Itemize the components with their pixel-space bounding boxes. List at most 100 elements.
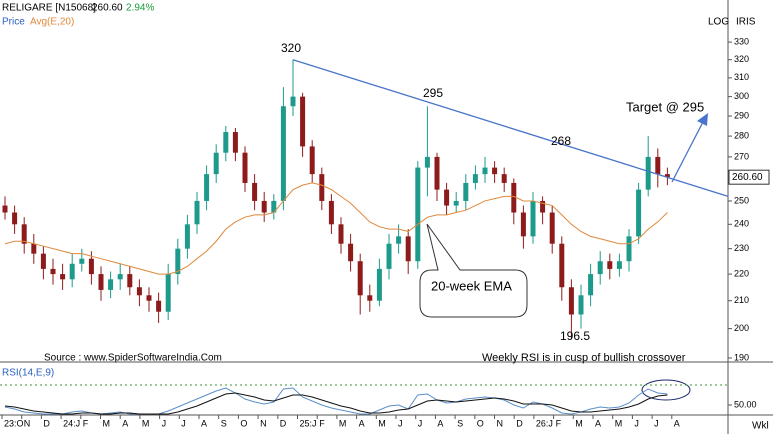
x-tick-label: D [43,418,50,428]
candle-body [194,200,200,225]
rsi-line [4,387,668,415]
x-tick-label: M [378,418,386,428]
y-tick-label: 210 [734,295,749,305]
candle-body [136,287,142,296]
y-tick-label: 320 [734,54,749,64]
candle-body [396,236,402,244]
candle-body [117,274,123,280]
candle-body [578,295,584,315]
candle-body [300,96,306,147]
x-tick-label: M [615,418,623,428]
candle-body [597,261,603,275]
y-tick-label: 200 [734,323,749,333]
y-tick-label: 240 [734,219,749,229]
last-price-label: 260.60 [732,172,763,183]
candle-body [655,156,661,175]
x-tick-label: M [339,418,347,428]
note: Weekly RSI is in cusp of bullish crossov… [482,352,686,364]
source-tag: IRIS [736,17,756,28]
x-tick-label: A [595,418,601,428]
candle-body [280,106,286,201]
candle-body [88,258,94,275]
avg-legend: Avg(E,20) [30,17,74,28]
candle-body [559,243,565,288]
candle-body [463,182,469,201]
y-tick-label: 290 [734,110,749,120]
candle-body [271,200,277,213]
change: 2.94% [126,3,154,14]
target-arrow [671,119,705,183]
candle-body [549,212,555,244]
x-tick-label: J [398,418,403,428]
x-tick-label: S [221,418,227,428]
x-tick-label: O [477,418,484,428]
x-tick-label: M [142,418,150,428]
x-tick-label: F [319,418,325,428]
candle-body [472,174,478,183]
x-tick-label: F [83,418,89,428]
candle-body [204,174,210,201]
candle-body [2,205,8,213]
candle-body [79,258,85,264]
candle-body [616,261,622,269]
candle-body [261,200,267,213]
candle-body [664,174,670,178]
candle-body [175,248,181,275]
candle-body [232,132,238,153]
rsi-highlight [641,379,691,401]
x-tick-label: D [280,418,287,428]
candle-body [242,152,248,183]
annotation: 20-week EMA [431,278,512,293]
y-tick-label: 190 [734,352,749,362]
x-tick-label: J [654,418,659,428]
source: Source : www.SpiderSoftwareIndia.Com [44,353,222,364]
candle-body [12,212,18,225]
candle-body [482,167,488,175]
rsi-line [4,392,668,415]
x-tick-label: N [260,418,267,428]
x-tick-label: A [674,418,680,428]
annotation: 295 [423,86,443,100]
candle-body [40,253,46,269]
y-tick-label: 330 [734,36,749,46]
candle-body [636,189,642,237]
x-tick-label: M [575,418,583,428]
candle-body [530,200,536,237]
x-tick-label: A [201,418,207,428]
x-tick-label: 26:J [536,418,553,428]
x-tick-label: 23:O [4,418,24,428]
candle-body [376,268,382,301]
candle-body [223,132,229,153]
price-legend: Price [2,17,25,28]
y-tick-label: 270 [734,151,749,161]
x-tick-label: O [240,418,247,428]
candle-body [290,96,296,107]
candle-body [309,146,315,175]
candle-body [386,243,392,269]
x-tick-label: A [437,418,443,428]
candle-body [348,243,354,262]
symbol: RELIGARE [N15068] [2,3,96,14]
candle-body [60,274,66,280]
x-tick-label: 24:J [63,418,80,428]
candle-body [588,274,594,296]
candle-body [511,182,517,213]
x-tick-label: J [634,418,639,428]
candle-body [338,224,344,244]
candle-body [108,279,114,290]
candle-body [328,200,334,225]
candle-body [424,156,430,168]
ema-callout [419,223,528,318]
candle-body [520,212,526,237]
candle-body [213,152,219,175]
candle-body [98,274,104,290]
candle-body [434,156,440,190]
x-tick-label: A [359,418,365,428]
annotation: 268 [551,134,571,148]
x-tick-label: J [162,418,167,428]
candle-body [31,243,37,254]
candle-body [21,224,27,244]
y-tick-label: 250 [734,195,749,205]
target-arrowhead [697,113,708,126]
